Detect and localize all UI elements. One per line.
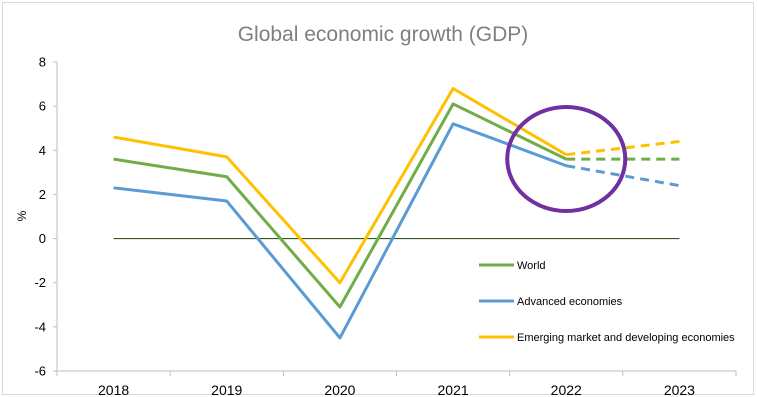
axes: 8 6 4 2 0 -2 -4 -6 2018 2019 2020 2021 2022 2023 [34,55,737,397]
highlight-ellipse [505,105,628,213]
series-projection-line [566,139,680,157]
chart-title: Global economic growth (GDP) [238,23,529,46]
series-line [113,86,568,285]
x-tick-label: 2018 [98,382,129,397]
x-tick-label: 2020 [324,382,355,397]
x-tick-label: 2021 [438,382,469,397]
series-line [113,122,567,340]
y-tick-label: -4 [34,319,46,334]
y-tick-label: 6 [39,99,46,114]
y-tick-label: -6 [34,364,46,379]
x-tick-label: 2023 [664,382,695,397]
series-line [113,102,567,309]
y-tick-label: 4 [39,143,46,158]
x-tick-label: 2022 [551,382,582,397]
legend-label: World [517,260,546,272]
legend-label: Emerging market and developing economies [517,332,735,344]
legend-label: Advanced economies [517,296,623,308]
series-layer [113,86,680,340]
annotation-layer [505,105,628,213]
y-axis-label: % [15,210,29,221]
y-tick-label: 0 [39,231,46,246]
x-tick-label: 2019 [211,382,242,397]
y-tick-label: 2 [39,187,46,202]
y-tick-label: -2 [34,275,46,290]
legend: World Advanced economies Emerging market a… [479,260,735,344]
y-tick-label: 8 [39,55,46,70]
series-projection-line [565,164,680,188]
